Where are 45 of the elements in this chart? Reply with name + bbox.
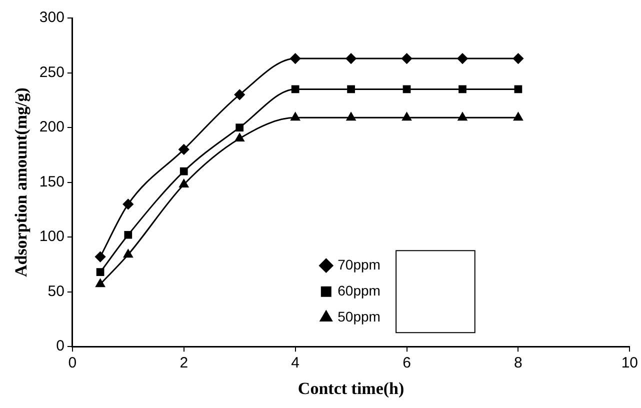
y-tick-label: 200	[39, 118, 64, 136]
point	[291, 85, 300, 94]
point	[178, 144, 190, 155]
point	[179, 179, 189, 188]
x-tick-label: 8	[514, 354, 522, 372]
y-axis-title: Adsorption amount(mg/g)	[12, 88, 31, 277]
point	[234, 89, 245, 100]
x-tick-label: 6	[402, 354, 411, 372]
y-tick-label: 300	[39, 9, 64, 26]
point	[96, 278, 105, 288]
point	[514, 112, 523, 121]
y-tick-label: 0	[56, 338, 64, 355]
x-axis-title: Contct time(h)	[298, 379, 404, 398]
x-tick-label: 0	[68, 354, 77, 372]
y-tick-label: 100	[39, 228, 64, 246]
point	[512, 53, 524, 64]
point	[236, 124, 244, 132]
point	[95, 252, 106, 262]
x-tick-label: 4	[291, 354, 300, 372]
point	[458, 112, 468, 121]
point	[180, 167, 188, 176]
y-tick-label: 250	[39, 64, 64, 81]
point	[290, 53, 301, 64]
point	[458, 85, 466, 94]
point	[124, 249, 133, 258]
point	[514, 85, 522, 94]
point	[402, 85, 411, 94]
point	[347, 85, 355, 94]
point	[346, 112, 356, 121]
point	[457, 53, 468, 64]
x-tick-label: 10	[621, 354, 638, 372]
point	[96, 268, 104, 276]
point	[346, 53, 356, 64]
point	[290, 112, 300, 121]
point	[122, 198, 134, 210]
legend-label: 50ppm	[338, 308, 380, 324]
point	[124, 230, 132, 239]
point	[234, 133, 244, 142]
point	[402, 53, 412, 64]
y-tick-label: 150	[39, 173, 64, 190]
legend-label: 70ppm	[338, 256, 380, 272]
x-tick-label: 2	[180, 354, 188, 372]
legend-label: 60ppm	[338, 282, 380, 298]
point	[402, 112, 412, 121]
y-tick-label: 50	[48, 282, 64, 300]
